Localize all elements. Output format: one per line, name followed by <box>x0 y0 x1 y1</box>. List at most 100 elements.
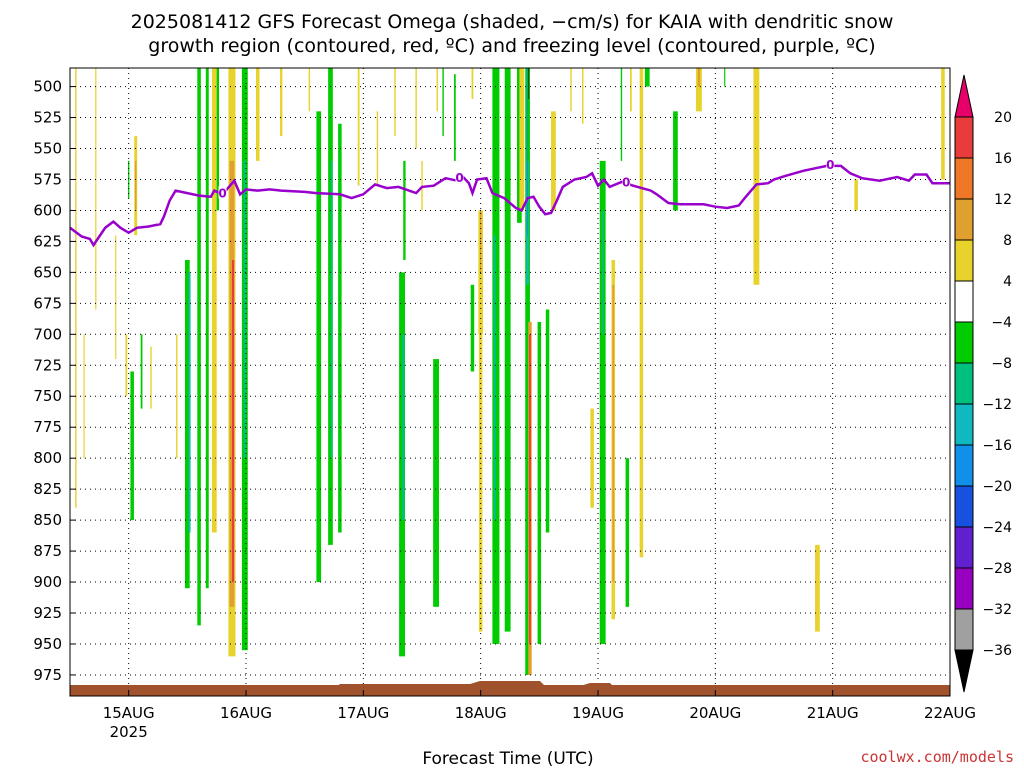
omega-region <box>453 74 456 161</box>
omega-region <box>328 68 333 545</box>
y-tick-label: 900 <box>33 573 62 591</box>
omega-region <box>140 334 143 409</box>
omega-region <box>753 68 760 285</box>
omega-region <box>127 160 130 199</box>
y-tick-label: 775 <box>33 418 62 436</box>
omega-region <box>478 272 483 632</box>
omega-region <box>216 68 220 211</box>
omega-region <box>125 334 128 397</box>
omega-region <box>545 309 550 533</box>
colorbar-box <box>954 567 974 610</box>
omega-region <box>537 321 542 644</box>
colorbar-box <box>954 198 974 241</box>
omega-region <box>115 235 117 360</box>
omega-region <box>403 160 406 260</box>
omega-region <box>470 284 475 372</box>
colorbar-label: −16 <box>982 438 1012 454</box>
x-tick-label: 22AUG <box>924 704 976 722</box>
colorbar-label: 4 <box>1003 274 1012 290</box>
colorbar-box <box>954 280 974 323</box>
omega-region <box>570 68 572 112</box>
omega-region <box>255 68 260 161</box>
omega-region <box>211 68 217 533</box>
freezing-level-label-bg <box>622 175 631 188</box>
colorbar-bottom-triangle <box>954 649 974 693</box>
colorbar-box <box>954 403 974 446</box>
freezing-level-label: 0 <box>218 186 226 200</box>
y-tick-label: 600 <box>33 201 62 219</box>
omega-region <box>135 160 137 211</box>
omega-region <box>338 123 342 533</box>
omega-region <box>229 160 235 607</box>
credit-text: coolwx.com/models <box>860 748 1014 766</box>
x-tick-year: 2025 <box>110 723 148 741</box>
x-tick-label: 15AUG <box>103 704 155 722</box>
omega-region <box>639 68 644 558</box>
freezing-level-label: 0 <box>826 158 834 172</box>
pressure-axis: 500 525 550 575 600 625 650 675 700 725 750 775 800 8… <box>33 78 76 684</box>
freezing-level-label: 0 <box>622 175 630 189</box>
x-tick-label: 17AUG <box>337 704 389 722</box>
x-tick-label: 18AUG <box>455 704 507 722</box>
omega-region <box>519 68 525 211</box>
colorbar-label: −12 <box>982 397 1012 413</box>
omega-region <box>625 458 630 607</box>
y-tick-label: 875 <box>33 542 62 560</box>
plot-frame <box>69 67 951 697</box>
omega-region <box>394 68 396 137</box>
colorbar-box <box>954 485 974 528</box>
y-tick-label: 725 <box>33 356 62 374</box>
omega-region <box>493 235 496 521</box>
colorbar-label: 8 <box>1003 233 1012 249</box>
omega-region <box>197 68 201 626</box>
omega-region <box>280 68 283 137</box>
chart-title-line-2: growth region (contoured, red, ºC) and f… <box>148 35 875 57</box>
omega-region <box>150 346 152 409</box>
colorbar-label: −28 <box>982 561 1012 577</box>
freezing-level-label-bg <box>455 171 464 184</box>
colorbar-label: −8 <box>991 356 1012 372</box>
colorbar-top-triangle <box>954 74 974 118</box>
omega-region <box>75 68 77 508</box>
colorbar: 20 16 12 8 4 −4 −8 −12 −16 −20 −24 −28 −32 −36 <box>954 74 1012 693</box>
y-tick-label: 700 <box>33 325 62 343</box>
y-tick-label: 525 <box>33 109 62 127</box>
omega-region <box>130 371 134 521</box>
y-tick-label: 625 <box>33 232 62 250</box>
omega-region <box>433 359 440 607</box>
colorbar-box <box>954 321 974 364</box>
chart-title-line-1: 2025081412 GFS Forecast Omega (shaded, −… <box>131 11 894 33</box>
y-tick-label: 550 <box>33 140 62 158</box>
omega-region <box>330 160 333 459</box>
omega-region <box>724 68 726 87</box>
colorbar-box <box>954 362 974 405</box>
omega-region <box>551 111 556 211</box>
omega-region <box>644 68 650 87</box>
colorbar-box <box>954 444 974 487</box>
omega-region <box>620 68 623 161</box>
omega-region <box>599 160 606 644</box>
freezing-level-line <box>70 164 950 248</box>
freezing-level-label-bg <box>218 186 227 199</box>
omega-region <box>673 111 678 211</box>
omega-region <box>415 68 417 149</box>
omega-region <box>184 259 190 589</box>
omega-region <box>188 272 191 533</box>
omega-region <box>582 68 584 124</box>
omega-region <box>528 68 530 99</box>
omega-region <box>232 259 235 583</box>
omega-region <box>316 111 322 583</box>
omega-region <box>357 68 360 186</box>
omega-region <box>504 68 511 632</box>
freezing-level-label-bg <box>826 157 835 170</box>
colorbar-box <box>954 526 974 569</box>
omega-region <box>529 334 531 644</box>
x-tick-label: 21AUG <box>807 704 859 722</box>
omega-region <box>941 68 945 180</box>
y-tick-label: 825 <box>33 480 62 498</box>
grid-lines <box>70 68 951 696</box>
omega-region <box>815 544 820 632</box>
y-tick-label: 850 <box>33 511 62 529</box>
